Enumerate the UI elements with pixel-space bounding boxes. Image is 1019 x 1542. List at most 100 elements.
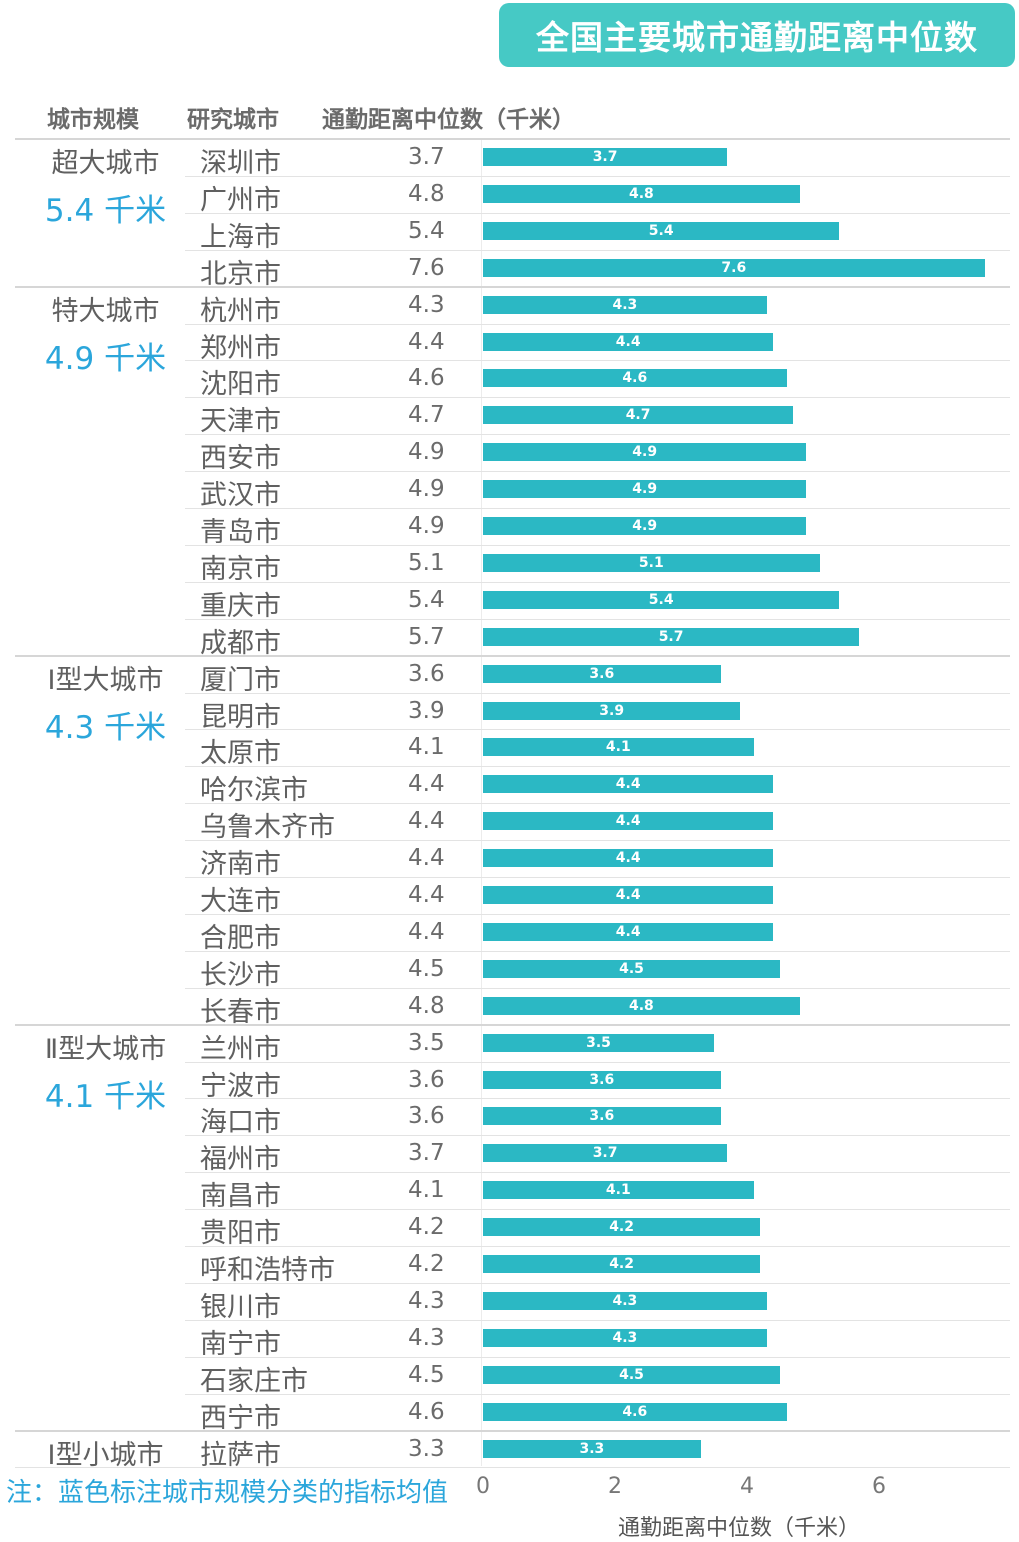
city-name: 合肥市	[200, 922, 281, 954]
row-separator	[185, 803, 1010, 805]
group-name: 特大城市	[51, 295, 160, 327]
city-value: 4.4	[408, 845, 445, 872]
city-name: 拉萨市	[200, 1439, 281, 1471]
row-separator	[185, 212, 1010, 214]
city-value: 3.7	[408, 144, 445, 170]
group-name: 超大城市	[51, 148, 160, 179]
city-name: 广州市	[200, 184, 281, 216]
group-separator	[15, 285, 1010, 288]
city-name: 南京市	[200, 553, 281, 585]
bar: 4.3	[483, 1291, 767, 1310]
bar: 4.6	[483, 1402, 787, 1421]
city-value: 4.4	[408, 882, 445, 908]
city-value: 3.7	[408, 1140, 445, 1167]
chart-title: 全国主要城市通勤距离中位数	[499, 3, 1015, 67]
x-tick-label: 6	[872, 1474, 886, 1499]
group-name: Ⅰ型小城市	[47, 1439, 164, 1471]
row-separator	[185, 508, 1010, 509]
bar: 4.5	[483, 959, 780, 978]
bar: 3.6	[483, 1070, 721, 1089]
city-name: 呼和浩特市	[200, 1255, 335, 1286]
group-name: Ⅱ型大城市	[44, 1033, 167, 1065]
city-name: 青岛市	[200, 517, 281, 548]
city-name: 南宁市	[200, 1328, 281, 1360]
bar: 7.6	[483, 258, 985, 277]
bar: 3.6	[483, 1107, 721, 1126]
city-value: 4.6	[408, 1398, 445, 1425]
bar: 4.2	[483, 1218, 761, 1237]
bar: 4.8	[483, 184, 800, 203]
bar: 4.4	[483, 775, 774, 794]
city-value: 4.5	[408, 1361, 445, 1388]
column-header-city: 研究城市	[187, 107, 279, 133]
row-separator	[185, 249, 1010, 251]
bar: 4.4	[483, 332, 774, 351]
bar: 5.4	[483, 221, 840, 240]
city-name: 哈尔滨市	[200, 775, 308, 807]
city-value: 7.6	[408, 254, 445, 281]
city-value: 5.7	[408, 623, 445, 650]
x-tick-label: 4	[740, 1474, 754, 1499]
bar: 4.9	[483, 517, 807, 535]
city-value: 4.1	[408, 734, 445, 761]
row-separator	[185, 1061, 1010, 1063]
bar: 4.7	[483, 406, 794, 425]
city-value: 4.2	[408, 1251, 445, 1277]
bar: 4.6	[483, 369, 787, 388]
bar-area-divider	[481, 140, 482, 1466]
row-separator	[185, 471, 1010, 473]
row-separator	[185, 618, 1010, 620]
city-value: 5.4	[408, 217, 445, 244]
chart-bottom-line	[15, 1467, 1010, 1469]
bar: 5.1	[483, 553, 820, 572]
row-separator	[185, 397, 1010, 399]
city-name: 成都市	[200, 627, 281, 659]
row-separator	[185, 1246, 1010, 1247]
group-average: 4.9 千米	[44, 340, 167, 377]
bar: 4.3	[483, 1328, 767, 1347]
city-name: 乌鲁木齐市	[200, 812, 335, 844]
bar: 4.8	[483, 996, 800, 1015]
city-name: 南昌市	[200, 1181, 281, 1213]
city-name: 石家庄市	[200, 1365, 308, 1397]
row-separator	[185, 1282, 1010, 1284]
city-value: 4.4	[408, 771, 445, 798]
row-separator	[185, 544, 1010, 546]
bar: 4.9	[483, 480, 807, 499]
city-name: 西宁市	[200, 1402, 281, 1434]
city-name: 长沙市	[200, 959, 281, 991]
row-separator	[185, 729, 1010, 731]
bar: 4.2	[483, 1255, 761, 1273]
city-name: 兰州市	[200, 1033, 281, 1065]
group-average: 5.4 千米	[44, 193, 167, 229]
x-tick-label: 0	[476, 1474, 490, 1499]
footnote: 注：蓝色标注城市规模分类的指标均值	[6, 1478, 449, 1508]
city-value: 4.3	[408, 1287, 445, 1314]
row-separator	[185, 692, 1010, 694]
city-value: 4.4	[408, 328, 445, 355]
row-separator	[185, 1356, 1010, 1358]
city-value: 3.6	[408, 660, 445, 687]
city-name: 厦门市	[200, 664, 281, 696]
city-name: 上海市	[200, 221, 281, 253]
row-separator	[185, 581, 1010, 583]
city-value: 4.7	[408, 402, 445, 429]
city-name: 海口市	[200, 1107, 281, 1139]
row-separator	[185, 913, 1010, 915]
bar: 4.9	[483, 443, 807, 462]
city-value: 4.3	[408, 1324, 445, 1351]
city-value: 3.6	[408, 1103, 445, 1130]
row-separator	[185, 1098, 1010, 1100]
bar: 5.7	[483, 627, 860, 646]
city-value: 4.2	[408, 1214, 445, 1241]
city-name: 西安市	[200, 443, 281, 475]
column-header-scale: 城市规模	[47, 107, 139, 133]
x-axis-label: 通勤距离中位数（千米）	[618, 1516, 861, 1541]
row-separator	[185, 1393, 1010, 1395]
city-name: 武汉市	[200, 480, 281, 512]
row-separator	[185, 766, 1010, 768]
x-tick-label: 2	[608, 1474, 622, 1499]
group-average: 4.3 千米	[44, 709, 167, 746]
row-separator	[185, 877, 1010, 878]
row-separator	[185, 840, 1010, 842]
